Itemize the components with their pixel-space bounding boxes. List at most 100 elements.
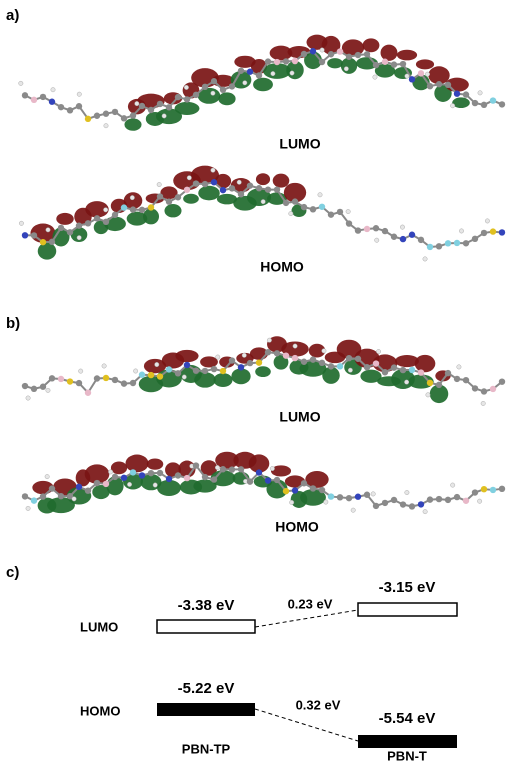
atom	[444, 240, 452, 247]
atom	[498, 229, 506, 236]
orbital-lobe	[428, 66, 450, 85]
orbital-lobe	[216, 193, 238, 205]
orbital-lobe	[305, 471, 329, 488]
atom	[345, 209, 351, 215]
atom	[30, 385, 38, 393]
orbital-lobe	[200, 460, 218, 476]
atom	[147, 106, 155, 114]
atom	[426, 379, 434, 387]
atom	[165, 198, 173, 205]
orbital-lobe	[360, 369, 382, 383]
atom	[363, 225, 371, 233]
orbital-lobe	[123, 192, 143, 209]
atom	[18, 80, 24, 86]
atom	[480, 388, 488, 395]
orbital-lobe	[395, 355, 419, 368]
atom	[201, 180, 209, 188]
atom	[111, 108, 119, 116]
atom	[282, 199, 290, 207]
atom	[327, 211, 335, 218]
level-value: -5.54 eV	[379, 710, 436, 727]
atom	[309, 206, 317, 213]
atom	[266, 337, 272, 343]
atom	[477, 498, 483, 504]
homo-level	[358, 735, 457, 748]
orbital-lobe	[248, 454, 270, 473]
atom	[291, 487, 299, 494]
atom	[138, 472, 146, 479]
atom	[228, 83, 236, 90]
atom	[101, 363, 107, 369]
orbital-lobe	[37, 242, 57, 260]
orbital-lobe	[126, 211, 148, 226]
atom	[66, 229, 74, 236]
atom	[484, 218, 490, 224]
atom	[425, 71, 430, 77]
atom	[381, 58, 389, 65]
atom	[111, 376, 119, 384]
atom	[289, 70, 295, 76]
atom	[404, 73, 410, 79]
atom	[270, 71, 276, 77]
atom	[57, 224, 65, 232]
atom	[246, 478, 254, 485]
atom	[120, 115, 128, 122]
atom	[417, 70, 425, 77]
atom	[372, 225, 380, 232]
atom	[57, 492, 65, 500]
atom	[255, 359, 263, 366]
atom	[381, 227, 389, 235]
orbital-lobe	[56, 212, 74, 225]
atom	[260, 199, 266, 205]
atom	[165, 104, 173, 111]
atom	[498, 485, 506, 493]
atom	[417, 501, 425, 508]
orbital-lobe	[142, 208, 160, 225]
atom	[323, 499, 329, 505]
atom	[489, 486, 497, 494]
atom	[45, 227, 51, 233]
atom	[210, 179, 218, 186]
atom	[291, 198, 299, 205]
atom	[215, 354, 221, 360]
atom	[181, 374, 187, 380]
atom	[291, 354, 299, 362]
atom	[300, 203, 308, 211]
atom	[183, 186, 191, 193]
atom	[219, 367, 227, 375]
atom	[363, 364, 371, 371]
atom	[76, 91, 82, 97]
atom	[450, 103, 456, 109]
level-value: -3.38 eV	[178, 597, 235, 614]
atom	[471, 385, 479, 392]
atom	[103, 207, 109, 213]
atom	[75, 483, 83, 491]
orbital-lobe	[157, 479, 181, 496]
orbital-lobe	[92, 484, 110, 500]
atom	[93, 215, 101, 222]
atom	[75, 222, 83, 229]
orbital-lobe	[85, 201, 109, 218]
atom	[66, 493, 74, 500]
orbital-lobe	[266, 479, 288, 499]
atom	[21, 232, 29, 239]
orbital-lobe	[283, 182, 307, 203]
atom	[321, 348, 327, 354]
atom	[318, 486, 326, 494]
atom	[210, 90, 216, 96]
atom	[408, 503, 416, 510]
orbital-lobe	[234, 55, 256, 68]
atom	[25, 395, 31, 401]
atom	[75, 379, 83, 387]
orbital-lobe	[340, 57, 358, 74]
atom	[161, 113, 167, 119]
atom	[477, 90, 483, 96]
atom	[327, 51, 335, 58]
atom	[435, 381, 443, 389]
row-label: HOMO	[80, 703, 120, 718]
orbital-lobe	[414, 354, 436, 373]
atom	[336, 208, 344, 216]
atom	[30, 232, 38, 239]
atom	[480, 485, 488, 493]
atom	[273, 476, 281, 484]
